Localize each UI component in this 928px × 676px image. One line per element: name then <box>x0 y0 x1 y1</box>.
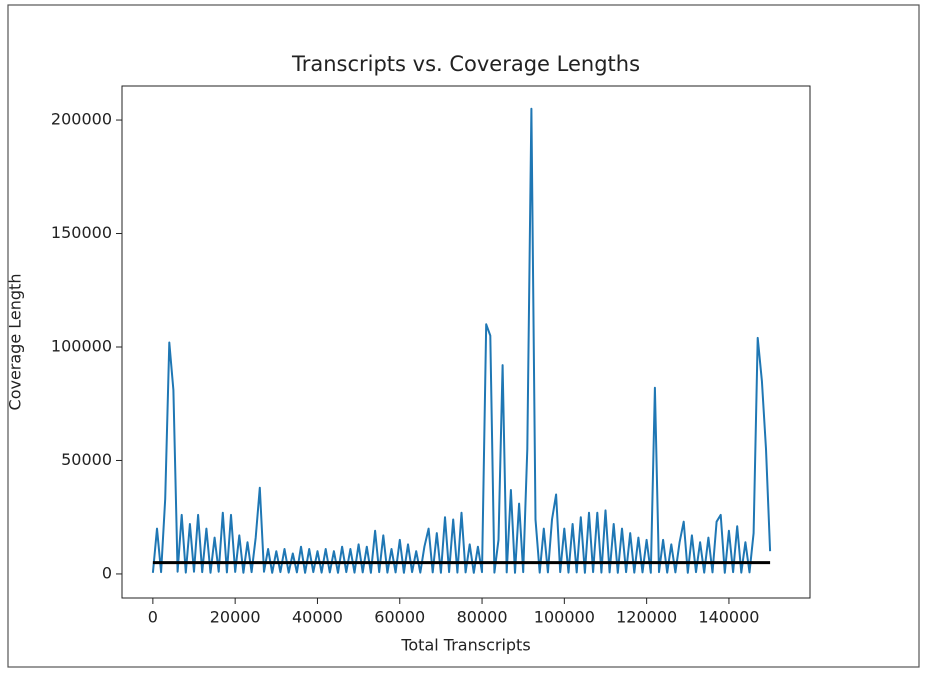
y-tick-label: 100000 <box>51 336 112 355</box>
x-tick-label: 60000 <box>374 608 425 627</box>
x-tick-label: 20000 <box>210 608 261 627</box>
x-tick-label: 40000 <box>292 608 343 627</box>
y-tick-label: 200000 <box>51 110 112 129</box>
frame <box>7 4 920 668</box>
plot-area <box>121 85 811 599</box>
series-line <box>151 107 772 574</box>
x-tick-label: 120000 <box>616 608 677 627</box>
y-tick-label: 50000 <box>61 450 112 469</box>
x-tick-label: 0 <box>148 608 158 627</box>
chart-title: Transcripts vs. Coverage Lengths <box>291 52 640 76</box>
x-axis-label: Total Transcripts <box>400 636 530 655</box>
y-tick-label: 0 <box>102 563 112 582</box>
x-tick-label: 100000 <box>534 608 595 627</box>
y-axis-label: Coverage Length <box>6 274 25 411</box>
x-tick-label: 80000 <box>457 608 508 627</box>
x-tick-label: 140000 <box>698 608 759 627</box>
y-tick-label: 150000 <box>51 223 112 242</box>
